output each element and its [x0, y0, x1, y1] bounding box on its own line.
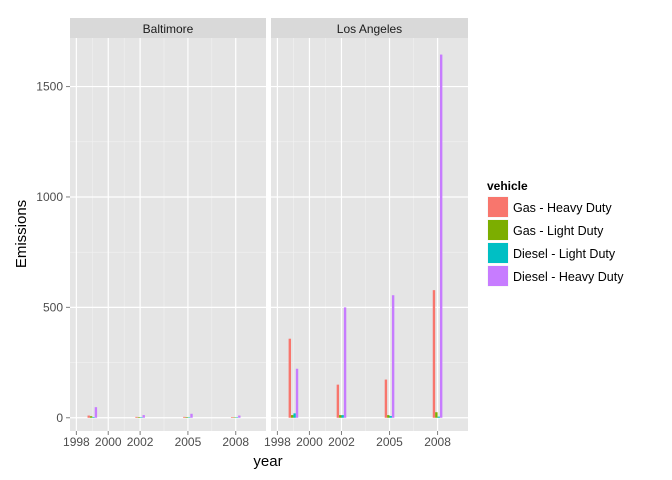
y-tick-label: 0: [56, 411, 63, 425]
bar-diesel-heavy-duty-2008: [238, 415, 241, 418]
bar-diesel-heavy-duty-1999: [94, 407, 98, 418]
legend: vehicle Gas - Heavy Duty Gas - Light Duty…: [486, 179, 624, 288]
bar-gas-light-duty-2002: [137, 417, 141, 418]
bar-gas-light-duty-1999: [89, 416, 93, 418]
bar-diesel-light-duty-2005: [389, 415, 392, 418]
facet-panel-los-angeles: Los Angeles 1998 2000 2002 2005 2008: [264, 18, 468, 449]
legend-label: Gas - Light Duty: [513, 224, 604, 238]
bar-diesel-light-duty-1999: [92, 417, 95, 418]
bar-gas-light-duty-1999: [291, 415, 294, 418]
bar-gas-light-duty-2002: [339, 415, 342, 418]
bar-gas-heavy-duty-2008: [230, 417, 234, 418]
x-tick-label: 2000: [296, 435, 323, 449]
legend-title: vehicle: [487, 179, 528, 193]
facet-strip: [271, 18, 468, 38]
bar-gas-heavy-duty-2002: [336, 384, 340, 418]
panel-background: [271, 38, 468, 431]
bar-gas-heavy-duty-1999: [87, 415, 90, 418]
bar-diesel-light-duty-2002: [341, 415, 344, 418]
x-tick-label: 2002: [127, 435, 154, 449]
panel-background: [70, 38, 266, 431]
bar-diesel-heavy-duty-2002: [343, 307, 347, 418]
x-tick-label: 1998: [264, 435, 291, 449]
x-axis-title: year: [253, 453, 282, 470]
bar-diesel-heavy-duty-2005: [391, 295, 395, 418]
bar-gas-heavy-duty-2008: [432, 290, 436, 418]
x-tick-label: 2005: [376, 435, 403, 449]
x-tick-label: 2005: [175, 435, 202, 449]
legend-key-swatch: [488, 197, 508, 217]
bar-diesel-light-duty-2008: [437, 416, 440, 418]
y-tick-label: 500: [43, 300, 63, 314]
x-tick-label: 2002: [328, 435, 355, 449]
bar-diesel-heavy-duty-2005: [190, 413, 193, 418]
legend-label: Diesel - Light Duty: [513, 247, 616, 261]
legend-key-swatch: [488, 220, 508, 240]
x-tick-label: 2008: [222, 435, 249, 449]
bar-diesel-heavy-duty-2008: [439, 54, 443, 418]
facet-strip-label: Los Angeles: [337, 22, 402, 36]
x-tick-label: 2008: [424, 435, 451, 449]
bar-diesel-light-duty-2005: [187, 417, 191, 418]
bar-gas-heavy-duty-2002: [135, 416, 138, 418]
bar-gas-light-duty-2005: [185, 417, 188, 418]
facet-panel-baltimore: Baltimore 1998 2000 2002 2005 2008: [63, 18, 266, 449]
x-tick-label: 1998: [63, 435, 90, 449]
bar-gas-light-duty-2008: [233, 417, 236, 418]
legend-label: Gas - Heavy Duty: [513, 201, 612, 215]
bar-diesel-light-duty-2002: [140, 417, 143, 418]
bar-diesel-light-duty-2008: [235, 417, 239, 418]
bar-gas-light-duty-2008: [435, 412, 438, 418]
facet-strip-label: Baltimore: [143, 22, 194, 36]
legend-key-swatch: [488, 266, 508, 286]
y-axis-title: Emissions: [13, 200, 30, 268]
y-tick-label: 1000: [36, 190, 63, 204]
bar-gas-heavy-duty-2005: [384, 379, 388, 418]
legend-label: Diesel - Heavy Duty: [513, 270, 624, 284]
x-tick-label: 2000: [95, 435, 122, 449]
bar-diesel-heavy-duty-1999: [295, 368, 299, 418]
bar-diesel-heavy-duty-2002: [142, 415, 145, 418]
bar-diesel-light-duty-1999: [293, 413, 296, 418]
bar-gas-heavy-duty-1999: [288, 338, 292, 418]
bar-gas-light-duty-2005: [387, 415, 390, 418]
facet-strip: [70, 18, 266, 38]
y-tick-label: 1500: [36, 80, 63, 94]
bar-gas-heavy-duty-2005: [183, 416, 186, 418]
legend-key-swatch: [488, 243, 508, 263]
